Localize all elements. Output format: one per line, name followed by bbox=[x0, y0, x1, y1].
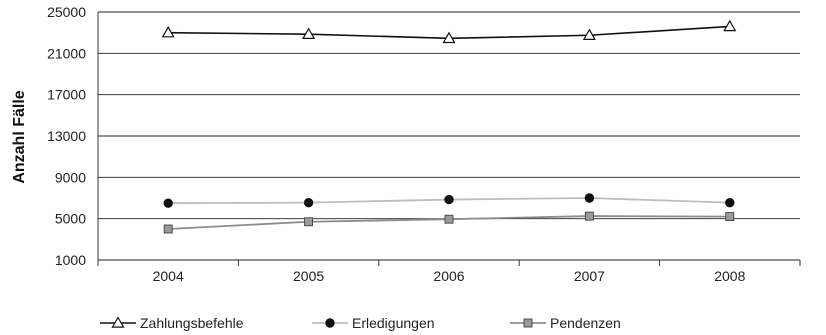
x-tick-label: 2006 bbox=[433, 268, 464, 284]
y-axis: 1000 5000 9000 13000 17000 21000 25000 bbox=[47, 4, 99, 268]
data-point bbox=[442, 31, 456, 44]
y-tick-label: 13000 bbox=[47, 128, 86, 144]
legend-label: Pendenzen bbox=[550, 315, 621, 331]
data-point bbox=[582, 28, 596, 40]
y-tick-label: 9000 bbox=[55, 169, 86, 185]
x-tick-label: 2004 bbox=[153, 268, 184, 284]
x-tick-label: 2008 bbox=[714, 268, 745, 284]
legend-marker bbox=[523, 318, 533, 328]
y-tick-label: 17000 bbox=[47, 87, 86, 103]
x-tick-label: 2007 bbox=[574, 268, 605, 284]
data-point bbox=[723, 19, 737, 32]
y-tick-label: 5000 bbox=[55, 211, 86, 227]
data-point bbox=[725, 212, 735, 222]
data-point bbox=[444, 214, 454, 224]
legend-marker bbox=[111, 316, 125, 328]
y-tick-label: 1000 bbox=[55, 252, 86, 268]
x-tick-label: 2005 bbox=[293, 268, 324, 284]
data-point bbox=[303, 197, 314, 208]
data-point bbox=[444, 194, 454, 205]
y-axis-title: Anzahl Fälle bbox=[11, 90, 28, 183]
series-layer bbox=[161, 19, 737, 234]
legend: Zahlungsbefehle Erledigungen Pendenzen bbox=[100, 315, 621, 331]
y-tick-label: 21000 bbox=[47, 45, 86, 61]
legend-label: Erledigungen bbox=[352, 315, 435, 331]
legend-label: Zahlungsbefehle bbox=[140, 315, 244, 331]
data-point bbox=[725, 197, 735, 208]
gridlines bbox=[98, 11, 800, 220]
data-point bbox=[161, 25, 175, 38]
legend-marker bbox=[325, 318, 335, 328]
data-point bbox=[302, 27, 316, 39]
x-axis: 2004 2005 2006 2007 2008 bbox=[97, 259, 801, 284]
y-tick-label: 25000 bbox=[47, 4, 86, 20]
data-point bbox=[584, 193, 595, 203]
data-point bbox=[585, 211, 594, 221]
data-point bbox=[163, 198, 173, 208]
data-point bbox=[163, 224, 173, 234]
data-point bbox=[304, 217, 314, 227]
